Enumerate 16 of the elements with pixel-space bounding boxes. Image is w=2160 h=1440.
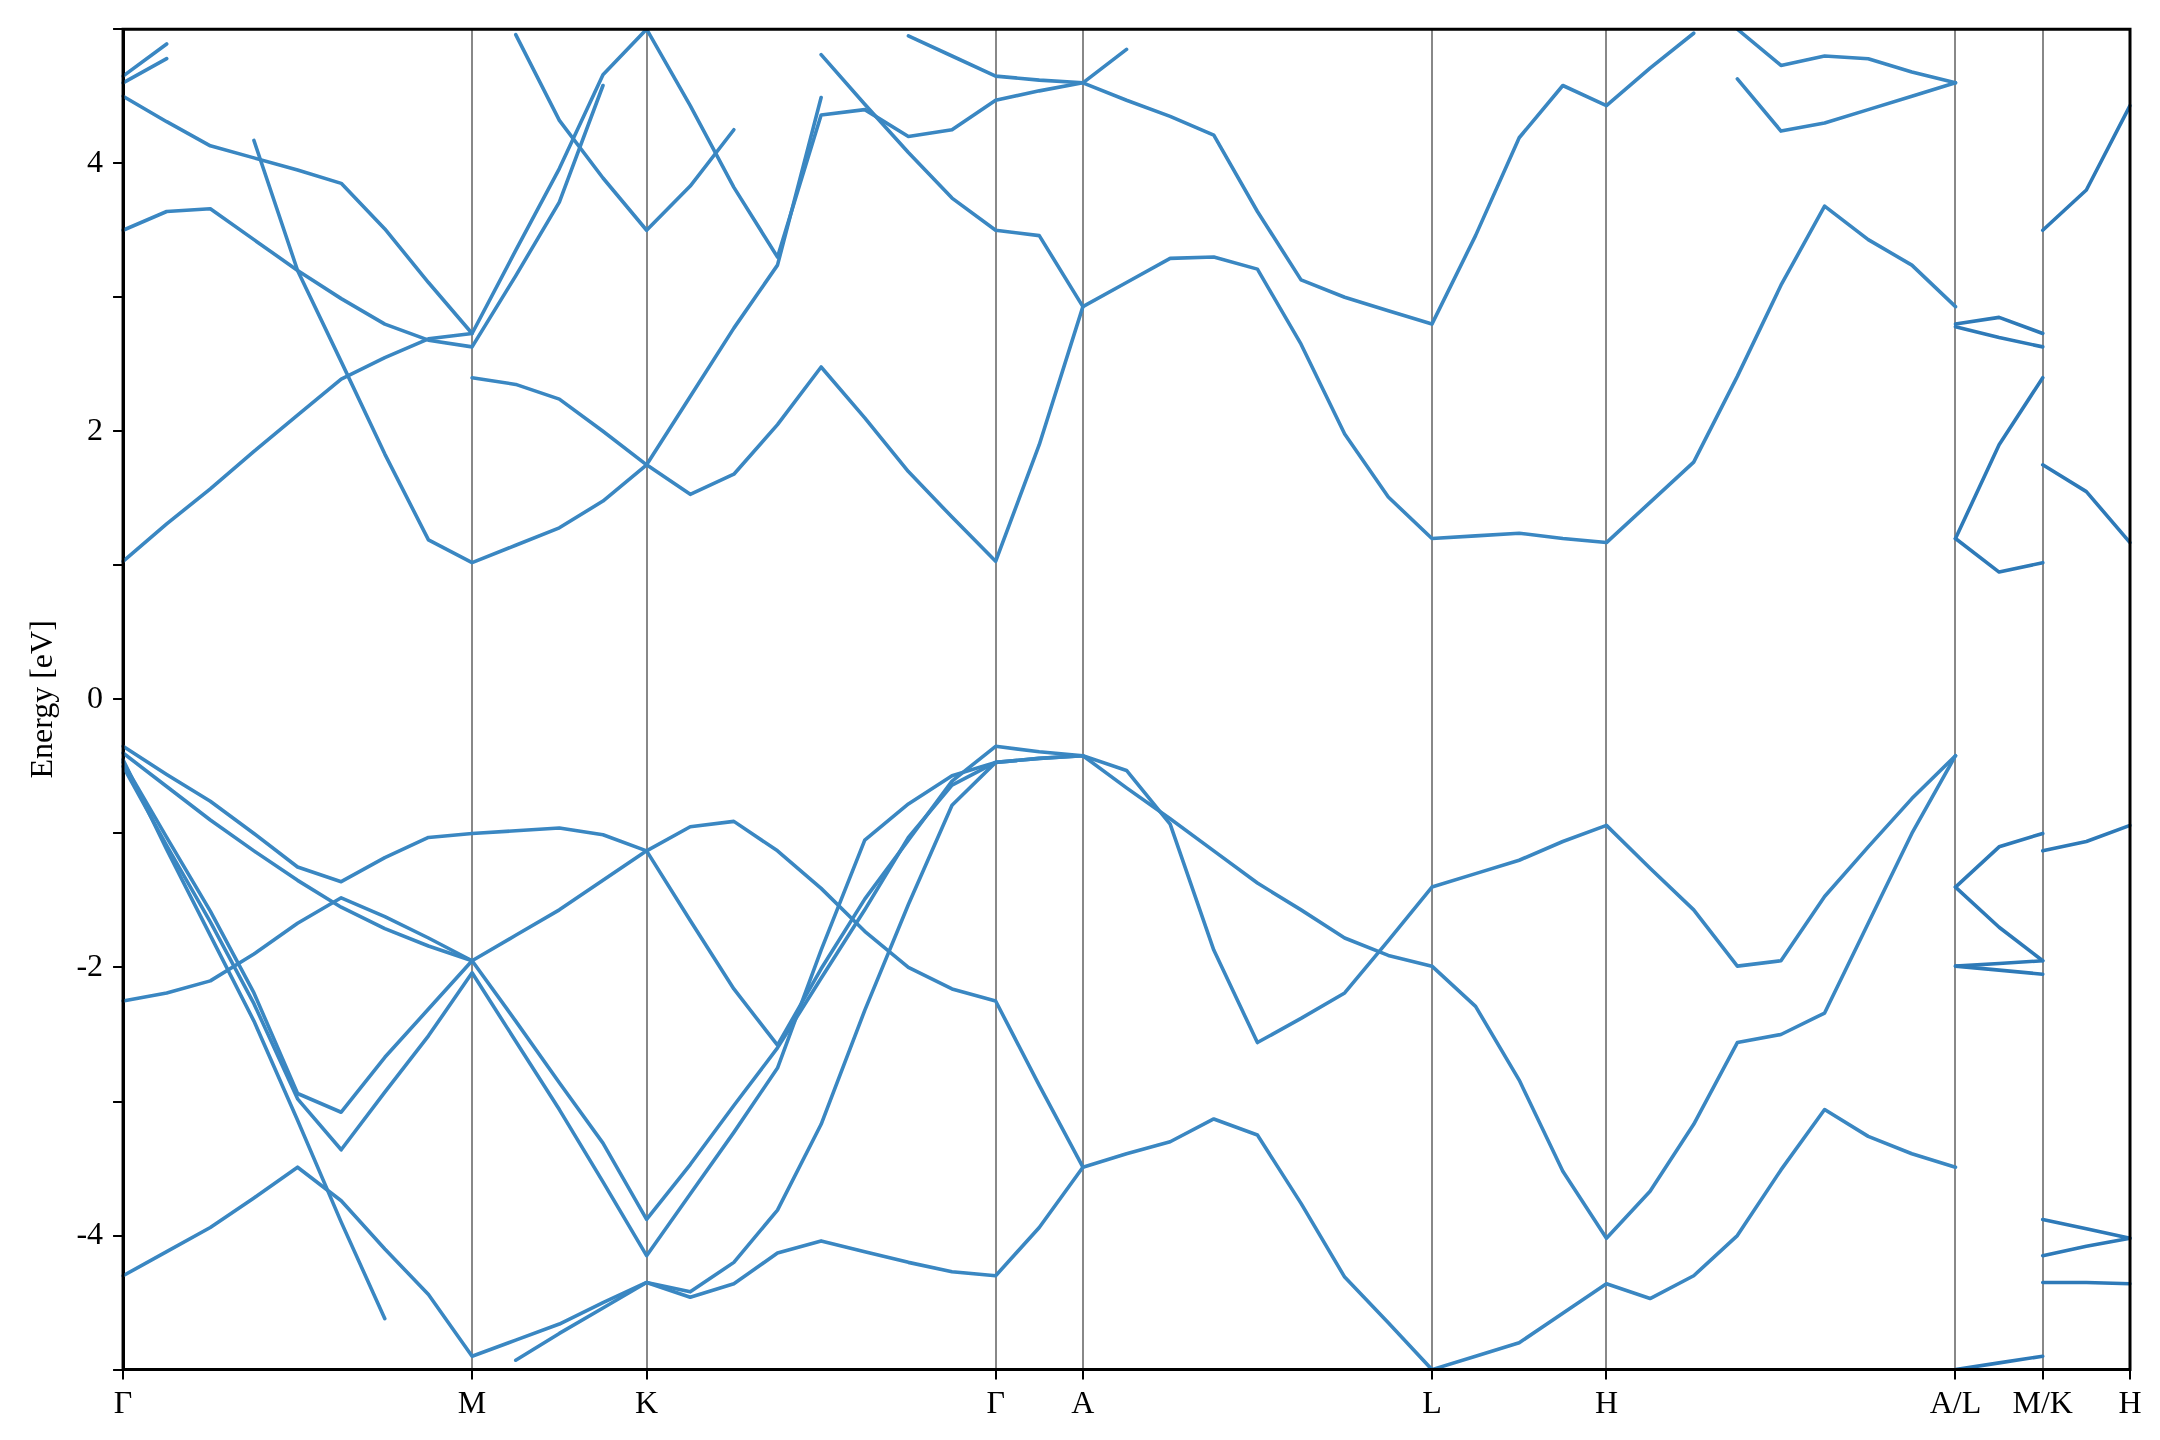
x-tick-label: H — [1594, 1384, 1618, 1421]
y-tick-label: 0 — [87, 678, 104, 715]
x-tick-label: Γ — [113, 1384, 133, 1421]
y-tick-label: -4 — [76, 1214, 104, 1251]
x-tick-label: Γ — [986, 1384, 1005, 1421]
x-tick-label: K — [635, 1384, 659, 1421]
y-tick-label: 2 — [87, 410, 104, 447]
x-tick-label: A/L — [1929, 1384, 1982, 1421]
x-tick-label: H — [2118, 1384, 2142, 1421]
y-tick-label: -2 — [76, 946, 104, 983]
x-tick-label: L — [1422, 1384, 1442, 1421]
x-tick-label: M — [457, 1384, 487, 1421]
x-tick-label: A — [1071, 1384, 1095, 1421]
y-tick-label: 4 — [87, 142, 104, 179]
x-tick-label: M/K — [2012, 1384, 2073, 1421]
y-axis-title: Energy [eV] — [22, 620, 59, 779]
